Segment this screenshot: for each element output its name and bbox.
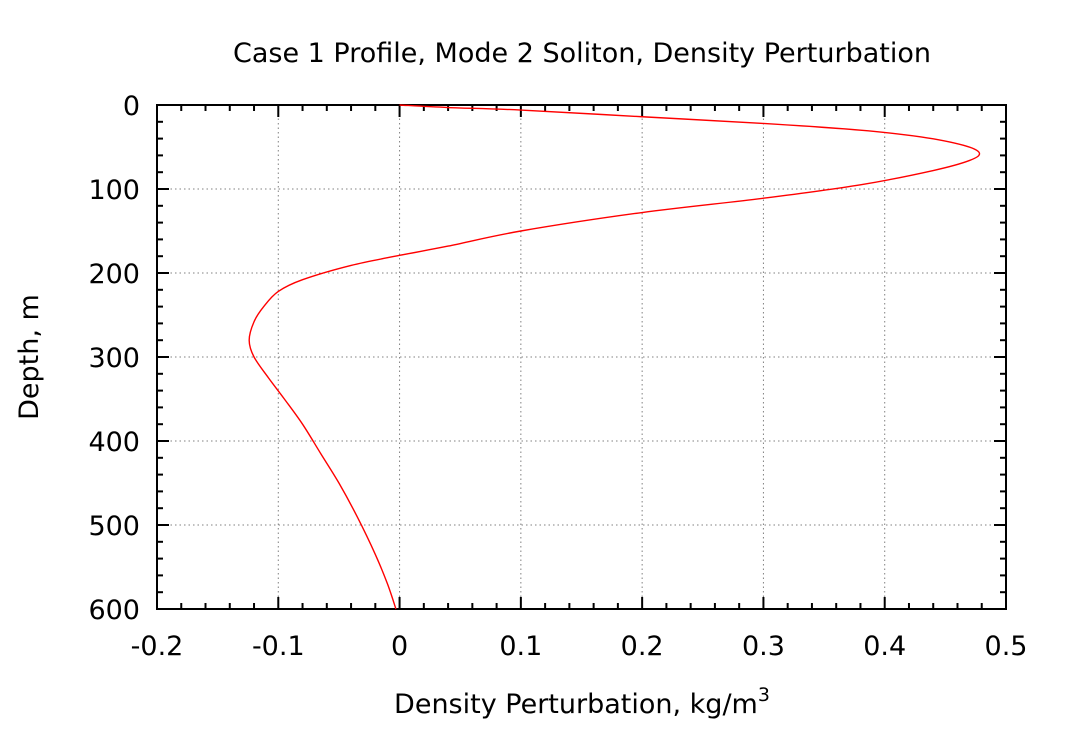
y-axis-label: Depth, m	[14, 294, 45, 420]
x-tick-label: 0.2	[621, 631, 664, 662]
x-tick-label: 0.5	[985, 631, 1028, 662]
y-tick-label: 200	[88, 259, 140, 290]
x-axis-label: Density Perturbation, kg/m3	[394, 684, 770, 720]
y-tick-label: 400	[88, 427, 140, 458]
x-tick-label: 0	[391, 631, 408, 662]
chart-title: Case 1 Profile, Mode 2 Soliton, Density …	[233, 38, 931, 69]
plot-frame	[156, 104, 1007, 610]
x-tick-label: 0.3	[742, 631, 785, 662]
series-layer	[248, 104, 981, 610]
x-tick-label: -0.1	[252, 631, 305, 662]
y-tick-label: 0	[123, 91, 140, 122]
density-profile-line	[248, 104, 981, 610]
x-tick-label: 0.1	[499, 631, 542, 662]
y-tick-label: 300	[88, 343, 140, 374]
x-tick-label: 0.4	[863, 631, 906, 662]
x-tick-label: -0.2	[131, 631, 184, 662]
grid-layer	[157, 105, 1006, 609]
y-tick-labels: 0 100 200 300 400 500 600	[88, 91, 140, 626]
x-axis-label-superscript: 3	[758, 684, 770, 706]
y-tick-label: 100	[88, 175, 140, 206]
x-axis-label-main: Density Perturbation, kg/m	[394, 689, 758, 720]
y-tick-label: 500	[88, 511, 140, 542]
x-tick-labels: -0.2 -0.1 0 0.1 0.2 0.3 0.4 0.5	[131, 631, 1028, 662]
y-tick-label: 600	[88, 595, 140, 626]
